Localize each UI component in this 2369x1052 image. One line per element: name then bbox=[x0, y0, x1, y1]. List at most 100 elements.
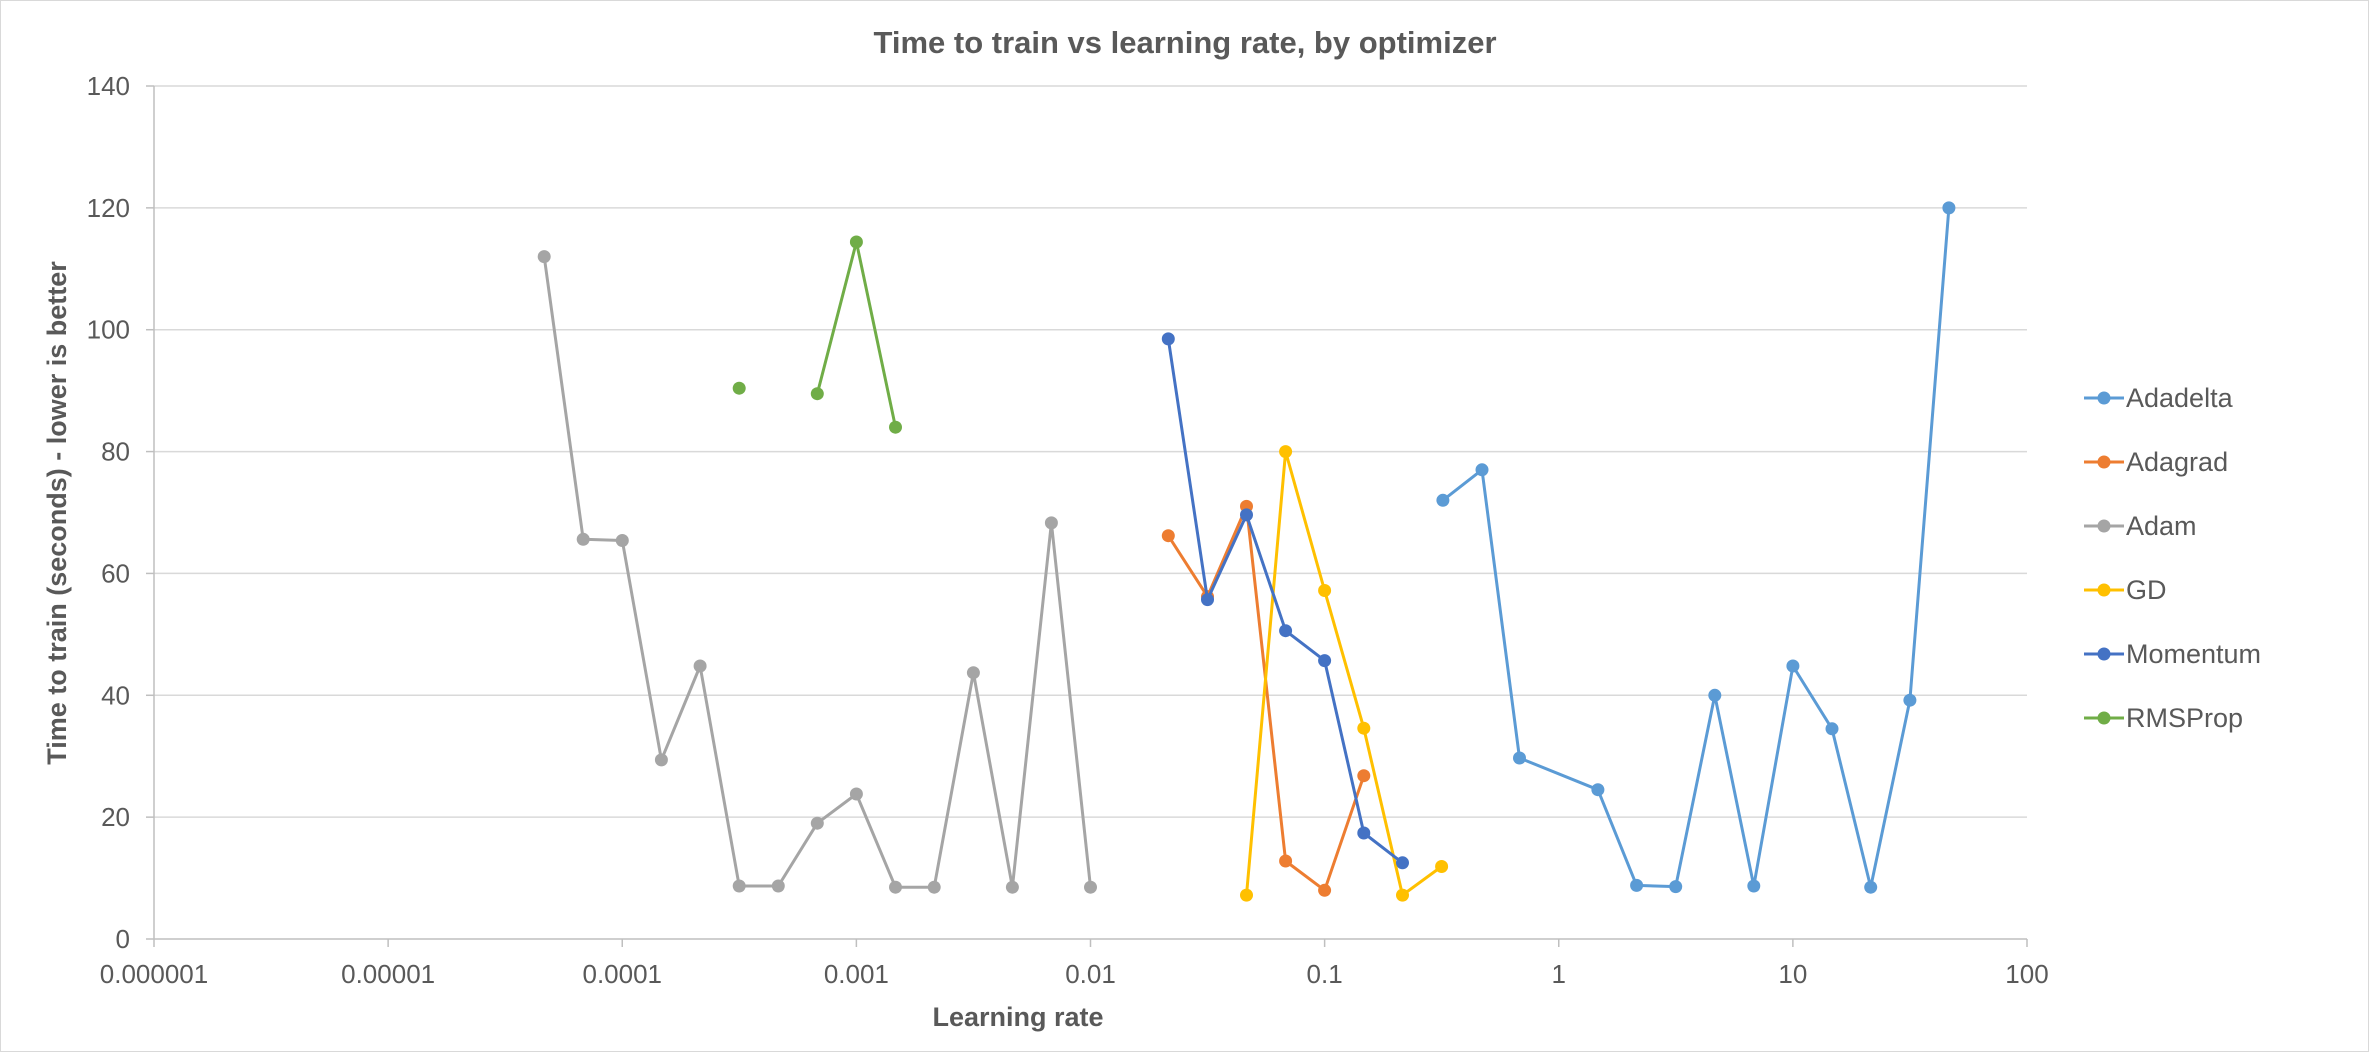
data-point-adam bbox=[927, 880, 941, 894]
data-point-gd bbox=[1435, 860, 1449, 873]
data-point-momentum bbox=[1279, 624, 1293, 638]
data-point-gd bbox=[1357, 721, 1371, 735]
data-point-momentum bbox=[1357, 826, 1371, 840]
x-tick-label: 0.1 bbox=[1307, 959, 1343, 989]
data-point-rmsprop bbox=[849, 235, 863, 249]
data-point-adam bbox=[1084, 880, 1097, 894]
legend-item-adagrad: Adagrad bbox=[2084, 447, 2228, 477]
data-point-momentum bbox=[1318, 654, 1332, 668]
legend-label: Adagrad bbox=[2126, 447, 2228, 477]
data-point-adagrad bbox=[1357, 769, 1371, 783]
data-point-adadelta bbox=[1786, 659, 1800, 673]
data-point-adam bbox=[771, 879, 785, 893]
x-tick-label: 10 bbox=[1778, 959, 1807, 989]
legend-marker-adadelta bbox=[2097, 391, 2111, 405]
data-point-adam bbox=[1044, 516, 1058, 530]
legend-item-adam: Adam bbox=[2084, 511, 2197, 541]
data-point-adam bbox=[693, 659, 707, 673]
series-line-gd bbox=[1245, 450, 1444, 897]
series-rmsprop bbox=[732, 235, 902, 434]
data-point-momentum bbox=[1201, 593, 1214, 607]
y-tick-labels: 0 20 40 60 80 100 120 140 bbox=[87, 71, 130, 954]
series-line-adadelta bbox=[1441, 206, 1951, 889]
legend-label: GD bbox=[2126, 575, 2167, 605]
legend-label: Adam bbox=[2126, 511, 2197, 541]
x-tick-label: 0.0001 bbox=[582, 959, 662, 989]
data-point-adam bbox=[810, 816, 824, 830]
series-gd bbox=[1240, 445, 1449, 902]
y-tick-label: 140 bbox=[87, 71, 130, 101]
data-point-adadelta bbox=[1825, 722, 1839, 736]
data-point-adadelta bbox=[1669, 880, 1683, 894]
series-momentum bbox=[1161, 332, 1409, 870]
data-point-adadelta bbox=[1591, 783, 1605, 797]
y-tick-label: 0 bbox=[116, 924, 130, 954]
data-point-adam bbox=[889, 880, 902, 894]
x-tick-labels: 0.000001 0.00001 0.0001 0.001 0.01 0.1 1 10 100 bbox=[100, 959, 2049, 989]
x-tick-label: 0.000001 bbox=[100, 959, 208, 989]
data-point-momentum bbox=[1161, 332, 1175, 346]
data-point-rmsprop bbox=[810, 387, 824, 401]
data-point-adagrad bbox=[1279, 854, 1293, 868]
legend-marker-adam bbox=[2097, 519, 2111, 533]
data-point-adadelta bbox=[1708, 688, 1722, 702]
series-layer bbox=[537, 201, 1956, 902]
data-point-gd bbox=[1279, 445, 1293, 459]
data-point-gd bbox=[1318, 584, 1332, 597]
data-point-adadelta bbox=[1513, 751, 1526, 765]
axis-layer bbox=[146, 85, 2028, 947]
data-point-adadelta bbox=[1475, 463, 1489, 477]
data-point-adam bbox=[654, 753, 668, 767]
x-tick-label: 0.00001 bbox=[341, 959, 435, 989]
data-point-adam bbox=[966, 666, 980, 680]
y-tick-label: 20 bbox=[101, 802, 130, 832]
x-axis-title: Learning rate bbox=[932, 1002, 1103, 1032]
data-point-momentum bbox=[1240, 508, 1253, 522]
data-point-gd bbox=[1240, 888, 1253, 902]
data-point-adadelta bbox=[1864, 880, 1878, 894]
chart-title: Time to train vs learning rate, by optim… bbox=[873, 25, 1496, 60]
legend-marker-rmsprop bbox=[2097, 711, 2111, 725]
series-adagrad bbox=[1161, 499, 1371, 897]
legend-marker-gd bbox=[2097, 583, 2111, 597]
legend-label: Momentum bbox=[2126, 639, 2261, 669]
x-tick-label: 0.001 bbox=[824, 959, 889, 989]
data-point-adam bbox=[576, 532, 590, 546]
data-point-adam bbox=[615, 534, 629, 547]
data-point-rmsprop bbox=[732, 381, 746, 395]
data-point-adam bbox=[849, 787, 863, 801]
legend: Adadelta Adagrad Adam GD Momentum RMSProp bbox=[2084, 383, 2261, 733]
legend-marker-adagrad bbox=[2097, 455, 2111, 469]
y-tick-label: 120 bbox=[87, 193, 130, 223]
legend-item-adadelta: Adadelta bbox=[2084, 383, 2234, 413]
data-point-momentum bbox=[1396, 856, 1409, 870]
y-tick-label: 60 bbox=[101, 558, 130, 588]
x-tick-label: 0.01 bbox=[1065, 959, 1116, 989]
legend-marker-momentum bbox=[2097, 647, 2111, 661]
data-point-gd bbox=[1396, 888, 1409, 902]
legend-label: Adadelta bbox=[2126, 383, 2234, 413]
data-point-adadelta bbox=[1630, 878, 1644, 892]
series-line-adam bbox=[542, 255, 1092, 889]
data-point-adadelta bbox=[1747, 879, 1761, 893]
legend-label: RMSProp bbox=[2126, 703, 2243, 733]
x-tick-label: 1 bbox=[1552, 959, 1566, 989]
data-point-adagrad bbox=[1318, 883, 1332, 897]
series-line-rmsprop bbox=[815, 240, 897, 429]
y-axis-title: Time to train (seconds) - lower is bette… bbox=[42, 261, 72, 765]
legend-item-rmsprop: RMSProp bbox=[2084, 703, 2243, 733]
data-point-adadelta bbox=[1942, 201, 1956, 215]
data-point-adadelta bbox=[1436, 493, 1450, 507]
x-tick-label: 100 bbox=[2005, 959, 2048, 989]
data-point-adam bbox=[1005, 880, 1019, 894]
y-tick-label: 80 bbox=[101, 437, 130, 467]
data-point-adam bbox=[732, 879, 746, 893]
series-adadelta bbox=[1436, 201, 1956, 894]
y-tick-label: 40 bbox=[101, 680, 130, 710]
series-adam bbox=[537, 250, 1097, 894]
y-tick-label: 100 bbox=[87, 315, 130, 345]
data-point-adam bbox=[537, 250, 551, 264]
legend-item-gd: GD bbox=[2084, 575, 2167, 605]
grid-layer bbox=[154, 85, 2027, 818]
